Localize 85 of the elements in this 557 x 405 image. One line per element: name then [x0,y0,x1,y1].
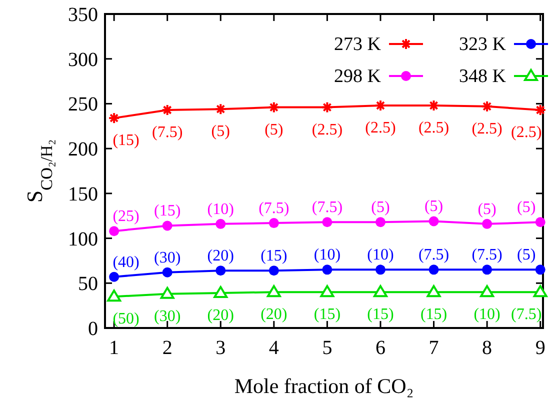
point [482,264,492,275]
annotation: (10) [474,306,500,324]
point [162,220,172,231]
point [322,264,332,275]
annotation: (20) [260,306,288,324]
x-tick-label: 8 [482,337,492,359]
legend-label: 348 K [459,66,506,87]
x-tick-label: 6 [375,337,386,359]
x-axis-title: Mole fraction of CO₂ [234,374,414,398]
point [107,290,122,302]
point [214,286,228,298]
point [482,218,492,229]
annotation: (7.5) [472,246,502,264]
annotation: (2.5) [511,124,542,141]
point [535,217,546,228]
y-tick-label: 100 [68,228,98,250]
point [428,216,439,226]
point [162,267,172,278]
point [428,264,439,275]
point [109,272,120,282]
annotation: (2.5) [418,120,450,137]
y-tick-label: 350 [68,4,98,26]
annotation: (15) [314,306,341,324]
point [320,285,334,298]
point [375,264,386,275]
point [375,217,386,228]
annotation: (5) [371,199,390,216]
point [268,218,279,228]
annotation: (10) [207,200,234,218]
point [426,285,441,298]
point [266,285,281,298]
point [216,218,226,229]
annotation: (7.5) [258,200,290,218]
x-tick-label: 4 [268,337,279,359]
x-tick-label: 7 [428,337,439,359]
y-tick-label: 250 [68,94,98,116]
y-tick-label: 150 [68,183,98,206]
annotation: (2.5) [312,121,343,138]
annotation: (7.5) [418,246,450,264]
annotation: (15) [154,202,181,220]
annotation: (5) [424,198,444,216]
point [216,266,226,276]
annotation: (2.5) [472,120,502,138]
annotation: (7.5) [312,199,343,216]
annotation: (5) [264,121,284,138]
x-tick-label: 9 [535,337,546,359]
point [533,285,548,298]
y-tick-label: 200 [68,138,98,161]
point [160,286,174,299]
legend-label: 273 K [334,34,382,55]
y-tick-label: 0 [88,318,98,340]
y-tick-label: 50 [78,273,98,296]
point [373,285,388,298]
annotation: (40) [112,254,140,271]
x-tick-label: 2 [162,337,172,359]
annotation: (2.5) [365,120,396,137]
point [268,266,279,276]
point [322,217,332,228]
annotation: (15) [112,132,140,150]
x-tick-label: 1 [109,337,120,359]
annotation: (5) [517,246,536,264]
legend-label: 323 K [459,34,506,55]
y-tick-label: 300 [68,48,98,71]
annotation: (5) [517,199,536,216]
point [480,285,494,298]
annotation: (15) [420,306,448,324]
annotation: (10) [314,246,341,264]
annotation: (20) [207,248,234,265]
x-tick-label: 3 [216,337,226,359]
annotation: (20) [207,307,234,324]
annotation: (7.5) [152,124,183,141]
annotation: (15) [367,306,394,324]
annotation: (7.5) [511,306,542,324]
point [109,226,120,236]
annotation: (50) [112,310,140,328]
annotation: (30) [154,308,181,325]
point [535,264,546,275]
x-tick-label: 5 [322,337,332,359]
annotation: (25) [112,208,140,226]
annotation: (15) [260,248,288,265]
annotation: (5) [211,123,230,140]
annotation: (5) [478,200,496,218]
annotation: (30) [154,249,181,266]
legend-label: 298 K [334,66,382,87]
annotation: (10) [367,246,394,264]
